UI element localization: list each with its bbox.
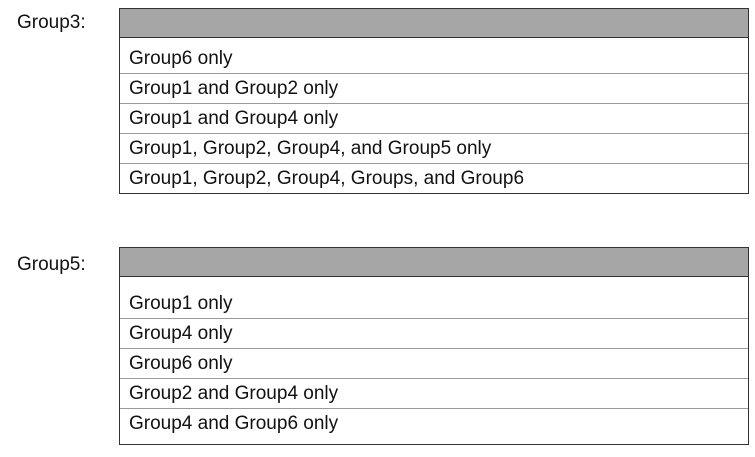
group3-dropdown[interactable]: Group6 only Group1 and Group2 only Group…: [119, 8, 749, 194]
group5-selected-value[interactable]: [120, 248, 748, 277]
group5-dropdown[interactable]: Group1 only Group4 only Group6 only Grou…: [119, 247, 749, 445]
group3-option[interactable]: Group1, Group2, Group4, and Group5 only: [120, 134, 748, 164]
group5-option[interactable]: Group4 and Group6 only: [129, 413, 339, 434]
group5-label: Group5:: [17, 254, 86, 275]
group3-option[interactable]: Group1, Group2, Group4, Groups, and Grou…: [129, 168, 525, 189]
group3-label: Group3:: [17, 12, 86, 33]
group3-option[interactable]: Group6 only: [120, 44, 748, 74]
group3-selected-value[interactable]: [120, 9, 748, 38]
group3-option[interactable]: Group1 and Group2 only: [120, 74, 748, 104]
group5-option[interactable]: Group1 only: [120, 289, 748, 319]
group3-option[interactable]: Group1 and Group4 only: [120, 104, 748, 134]
group5-option[interactable]: Group4 only: [120, 319, 748, 349]
group5-option[interactable]: Group2 and Group4 only: [120, 379, 748, 409]
group5-option[interactable]: Group6 only: [120, 349, 748, 379]
